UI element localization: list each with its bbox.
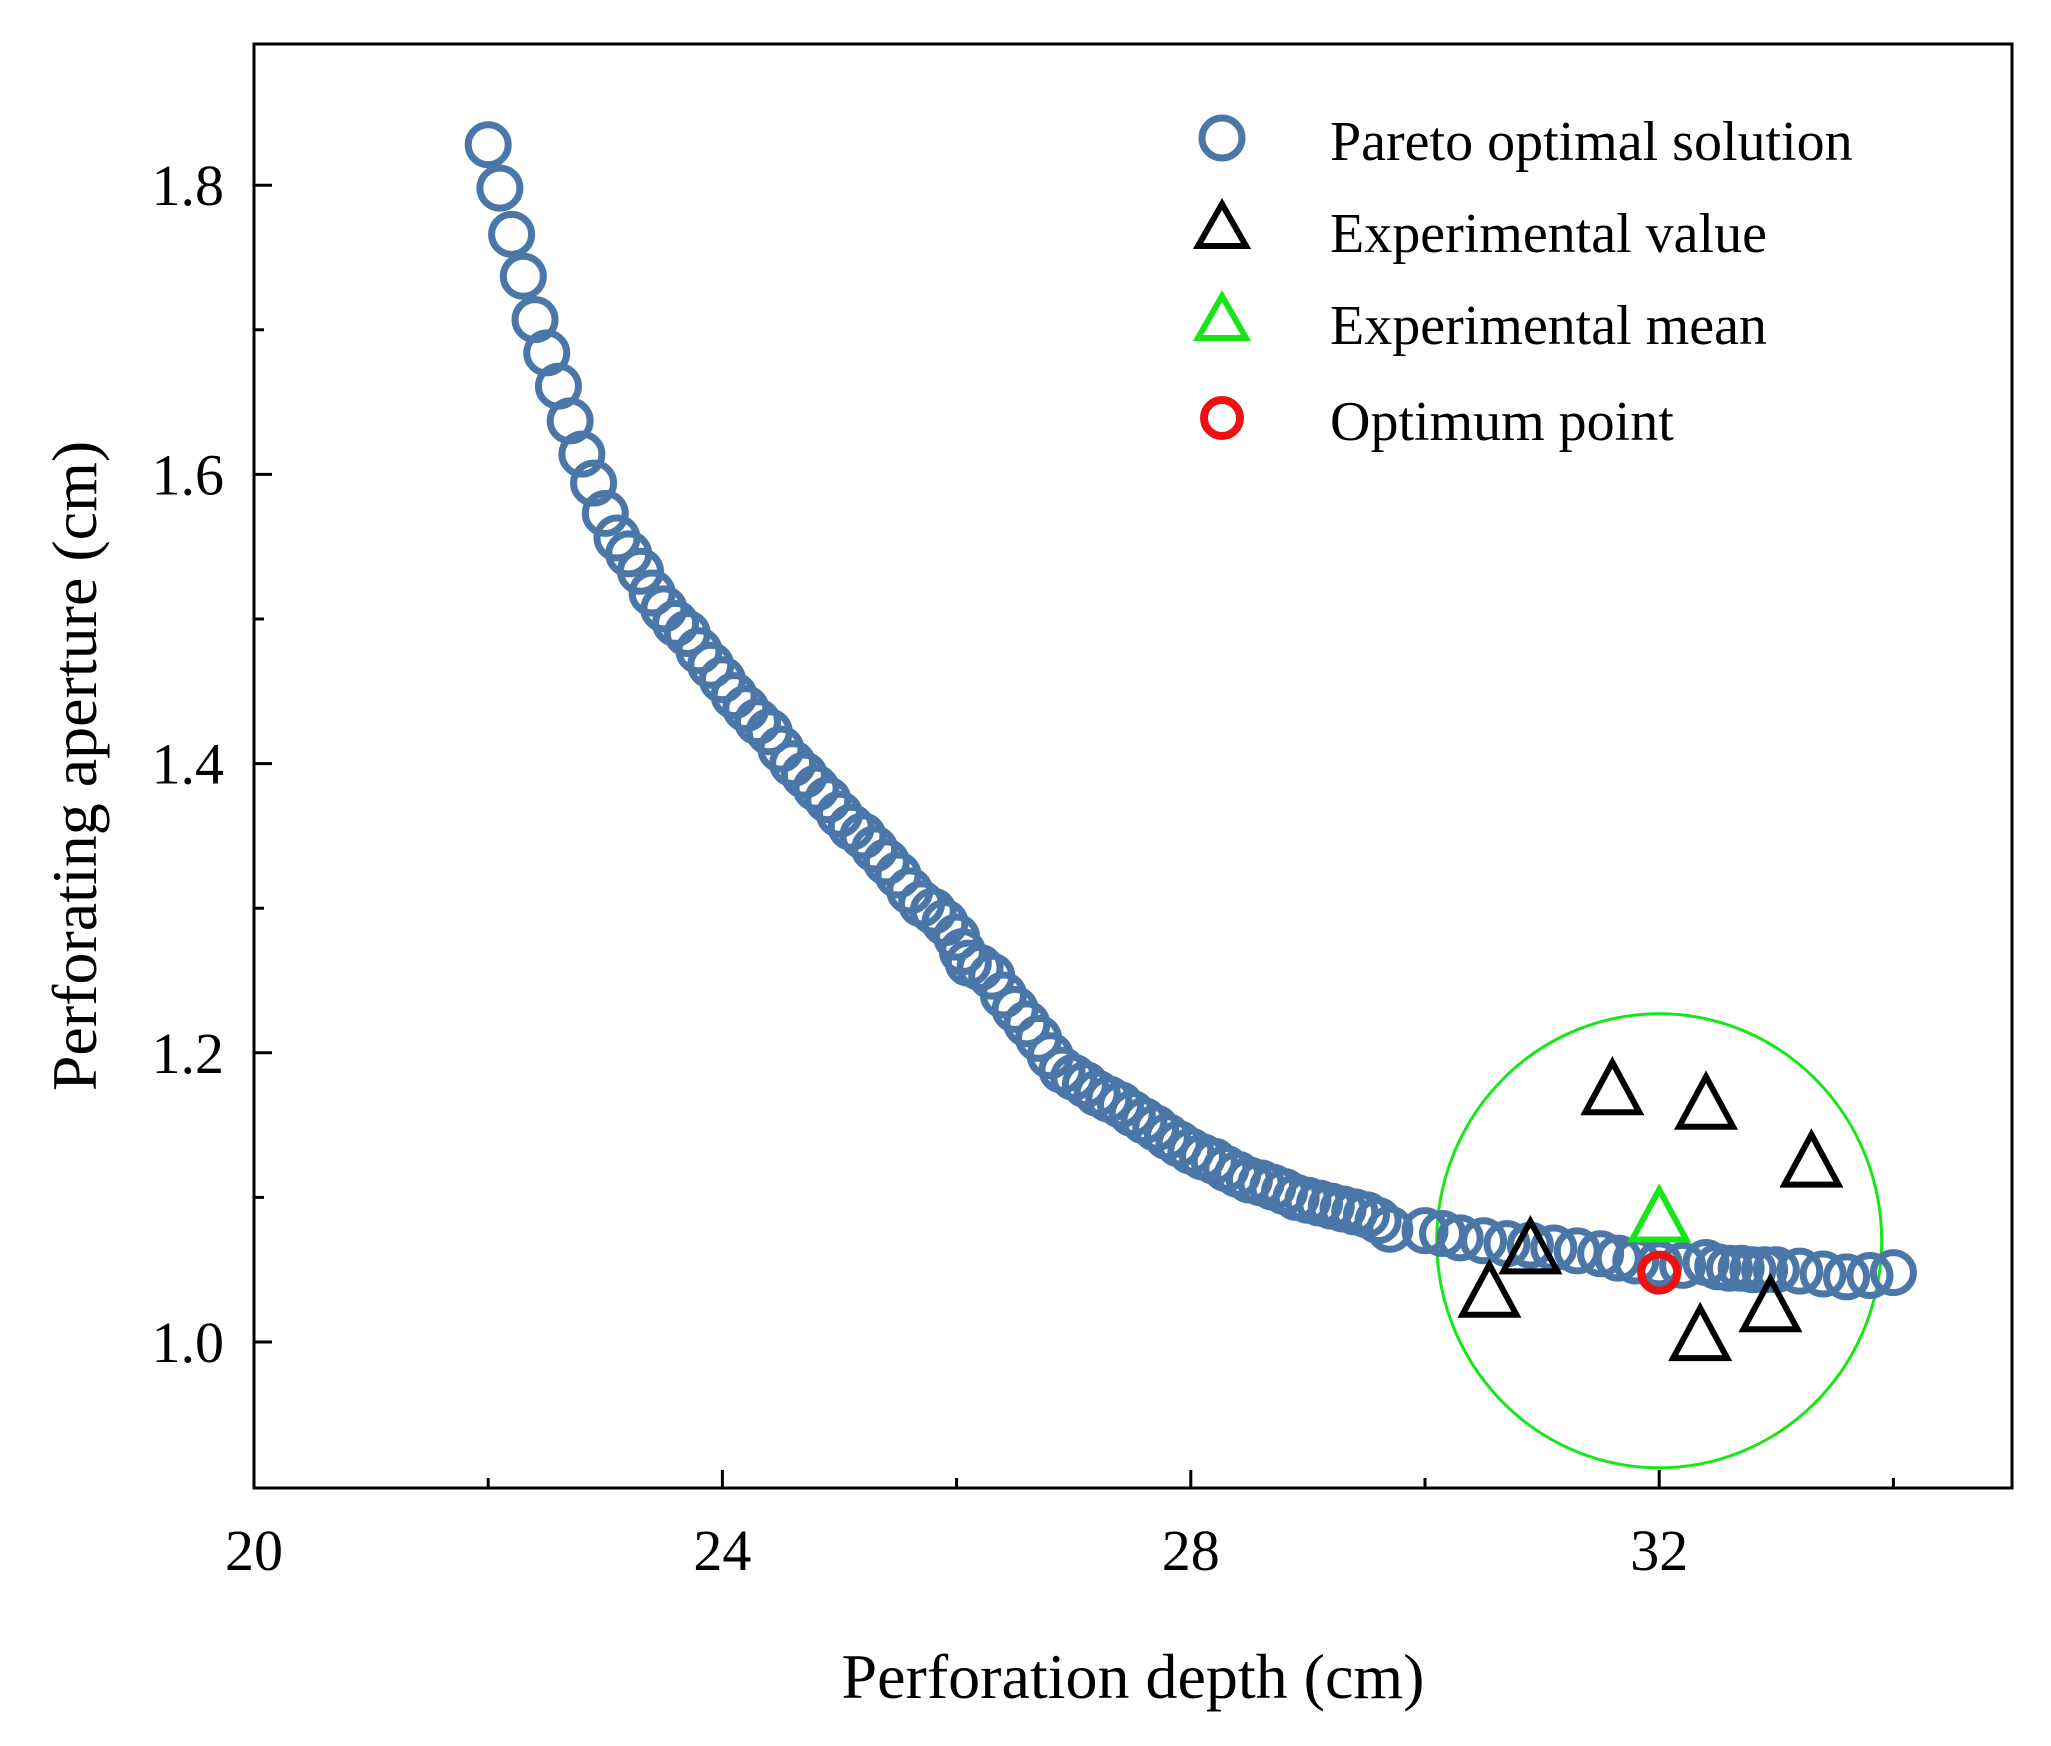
legend-label-pareto: Pareto optimal solution xyxy=(1330,111,1853,173)
pareto-point xyxy=(499,252,547,300)
pareto-point xyxy=(1097,1081,1145,1129)
pareto-point xyxy=(1132,1104,1180,1152)
y-axis: 1.0 1.2 1.4 1.6 1.8 xyxy=(152,153,272,1375)
pareto-point xyxy=(1659,1241,1707,1289)
pareto-point xyxy=(1869,1249,1917,1297)
y-axis-title: Perforating aperture (cm) xyxy=(39,441,110,1091)
y-tick-label: 1.2 xyxy=(152,1021,225,1086)
experimental-point xyxy=(1779,1128,1844,1188)
pareto-point xyxy=(476,164,524,212)
experimental-mean-point xyxy=(1627,1183,1692,1243)
x-tick-label: 28 xyxy=(1162,1518,1220,1583)
x-axis: 20 24 28 32 xyxy=(225,1470,1895,1583)
x-tick-label: 24 xyxy=(693,1518,751,1583)
legend-label-experimental: Experimental value xyxy=(1330,203,1767,265)
pareto-point xyxy=(581,489,629,537)
experimental-point xyxy=(1738,1272,1803,1333)
pareto-point xyxy=(734,698,782,746)
pareto-point xyxy=(792,764,840,812)
pareto-point xyxy=(652,599,700,647)
pareto-point xyxy=(570,459,618,507)
x-axis-title: Perforation depth (cm) xyxy=(842,1641,1425,1712)
pareto-point xyxy=(1776,1247,1824,1295)
pareto-point xyxy=(862,838,910,886)
pareto-point xyxy=(956,943,1004,991)
x-tick-label: 32 xyxy=(1630,1518,1688,1583)
legend: Pareto optimal solution Experimental val… xyxy=(1192,111,1853,453)
pareto-point xyxy=(769,740,817,788)
legend-label-optimum: Optimum point xyxy=(1330,391,1674,453)
x-tick-label: 20 xyxy=(225,1518,283,1583)
pareto-point xyxy=(839,812,887,860)
pareto-point xyxy=(1846,1251,1894,1299)
optimal-region-circle xyxy=(1435,1012,1884,1470)
pareto-point xyxy=(909,887,957,935)
pareto-point xyxy=(1061,1061,1109,1109)
pareto-point xyxy=(1366,1205,1414,1253)
experimental-point xyxy=(1668,1301,1733,1362)
pareto-point xyxy=(710,672,758,720)
y-tick-label: 1.8 xyxy=(152,153,225,218)
experimental-point xyxy=(1498,1215,1563,1275)
pareto-point xyxy=(558,430,606,478)
y-tick-label: 1.0 xyxy=(152,1310,225,1375)
pareto-point xyxy=(1436,1214,1484,1262)
plot-frame xyxy=(252,42,2014,1490)
legend-marker-experimental xyxy=(1192,197,1252,249)
legend-marker-optimum xyxy=(1200,396,1244,440)
pareto-point xyxy=(1460,1217,1508,1265)
pareto-point xyxy=(488,210,536,258)
y-tick-label: 1.6 xyxy=(152,442,225,507)
y-tick-label: 1.4 xyxy=(152,732,225,797)
experimental-point xyxy=(1580,1055,1645,1116)
plot-marks xyxy=(464,121,1917,1362)
pareto-point xyxy=(851,825,899,873)
experimental-point xyxy=(1457,1258,1522,1318)
legend-marker-pareto xyxy=(1198,114,1246,162)
legend-marker-mean xyxy=(1192,289,1252,341)
optimum-point xyxy=(1637,1250,1682,1295)
legend-label-mean: Experimental mean xyxy=(1330,295,1767,357)
pareto-point xyxy=(780,751,828,799)
pareto-point xyxy=(1799,1250,1847,1298)
experimental-point xyxy=(1674,1070,1739,1130)
pareto-point xyxy=(464,121,512,169)
pareto-point xyxy=(1354,1197,1402,1245)
pareto-point xyxy=(1823,1253,1871,1301)
